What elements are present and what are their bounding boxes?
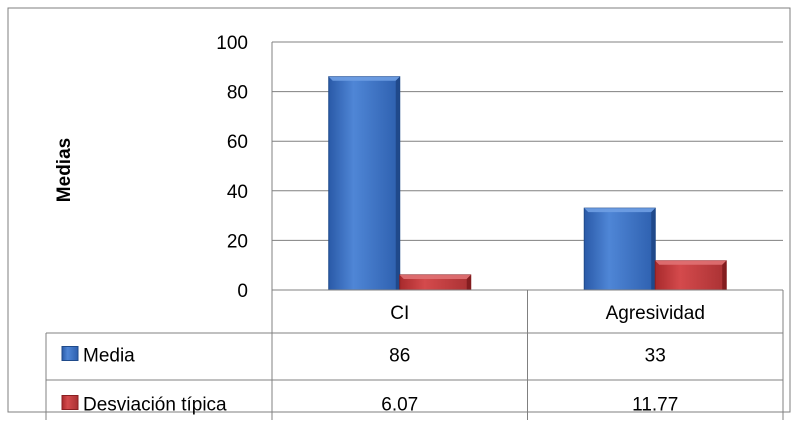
category-label: CI: [390, 303, 409, 324]
bar-body: [328, 76, 401, 291]
series-label: Media: [83, 346, 135, 367]
bar-bevel-right: [722, 260, 727, 290]
bar-bevel-right: [651, 208, 656, 290]
bar-body: [583, 207, 656, 291]
bar-bevel-top: [399, 274, 471, 279]
category-label: Agresividad: [606, 303, 705, 324]
y-axis-ticks: 0 20 40 60 80 100: [216, 33, 248, 302]
y-tick-label: 40: [227, 182, 248, 203]
y-tick-label: 20: [227, 231, 248, 252]
bar: [328, 76, 401, 291]
data-cell: 33: [645, 346, 666, 367]
y-tick-label: 100: [216, 33, 248, 54]
y-axis-label: Medias: [54, 138, 75, 202]
data-cell: 86: [389, 346, 410, 367]
bar: [583, 207, 656, 291]
legend-swatch: [61, 346, 79, 361]
data-cell: 6.07: [381, 395, 418, 416]
bar: [399, 274, 472, 291]
data-cell: 11.77: [632, 395, 678, 416]
series-label: Desviación típica: [83, 395, 227, 416]
y-tick-label: 60: [227, 132, 248, 153]
legend-swatch: [61, 395, 79, 410]
bar-bevel-top: [655, 260, 727, 265]
bar-bevel-right: [395, 76, 400, 290]
bar-body: [654, 260, 727, 291]
bars: [328, 76, 727, 291]
data-table: CI Agresividad Media 86 33 Desviación típica 6…: [45, 289, 784, 425]
y-tick-label: 0: [237, 281, 248, 302]
y-tick-label: 80: [227, 83, 248, 104]
bar: [654, 260, 727, 291]
bar-bevel-right: [466, 274, 471, 290]
bar-bevel-top: [584, 208, 656, 213]
bar-bevel-top: [328, 76, 400, 81]
